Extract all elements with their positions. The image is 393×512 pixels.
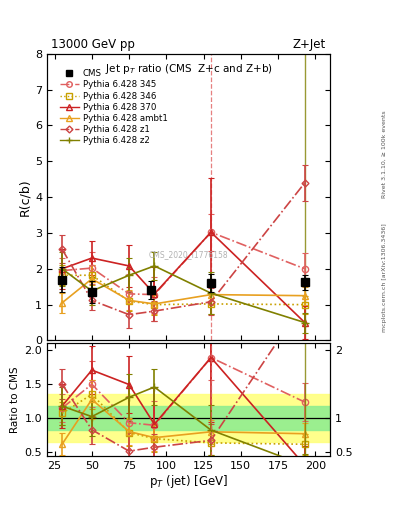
Text: CMS_2020_I1776158: CMS_2020_I1776158 <box>149 250 228 259</box>
Y-axis label: R(c/b): R(c/b) <box>18 178 31 216</box>
Text: Jet p$_T$ ratio (CMS  Z+c and Z+b): Jet p$_T$ ratio (CMS Z+c and Z+b) <box>105 62 273 76</box>
Legend: CMS, Pythia 6.428 345, Pythia 6.428 346, Pythia 6.428 370, Pythia 6.428 ambt1, P: CMS, Pythia 6.428 345, Pythia 6.428 346,… <box>57 67 171 148</box>
Text: 13000 GeV pp: 13000 GeV pp <box>51 38 135 51</box>
Text: Rivet 3.1.10, ≥ 100k events: Rivet 3.1.10, ≥ 100k events <box>382 110 387 198</box>
Text: Z+Jet: Z+Jet <box>293 38 326 51</box>
Text: mcplots.cern.ch [arXiv:1306.3436]: mcplots.cern.ch [arXiv:1306.3436] <box>382 223 387 332</box>
X-axis label: p$_T$ (jet) [GeV]: p$_T$ (jet) [GeV] <box>149 473 228 490</box>
Y-axis label: Ratio to CMS: Ratio to CMS <box>10 366 20 433</box>
